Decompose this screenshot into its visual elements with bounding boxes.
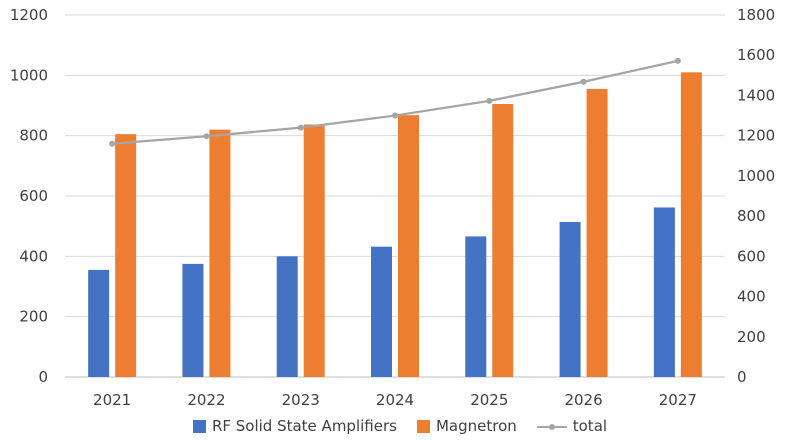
bar-rf-solid-state-amplifiers-2021 [88, 269, 110, 377]
bar-magnetron-2023 [303, 124, 325, 377]
legend-item-magnetron: Magnetron [416, 417, 517, 435]
y2-tick-label-0: 0 [737, 368, 747, 386]
bar-magnetron-2025 [492, 103, 514, 377]
y-tick-label-0: 0 [38, 368, 48, 386]
y2-tick-label-600: 600 [737, 247, 766, 265]
y2-tick-label-1200: 1200 [737, 127, 775, 145]
x-tick-label-2024: 2024 [376, 391, 414, 409]
bars [88, 72, 702, 378]
bar-rf-solid-state-amplifiers-2023 [276, 256, 298, 377]
legend-label-rf: RF Solid State Amplifiers [211, 417, 397, 435]
y-tick-label-400: 400 [19, 247, 48, 265]
point-total-2021 [109, 140, 116, 147]
legend: RF Solid State Amplifiers Magnetron tota… [0, 414, 800, 438]
y-axis-left: 0 200 400 600 800 1000 1200 [10, 6, 48, 386]
y-tick-label-800: 800 [19, 127, 48, 145]
y-tick-label-600: 600 [19, 187, 48, 205]
legend-swatch-rf [192, 419, 206, 433]
legend-label-magnetron: Magnetron [435, 417, 517, 435]
y-tick-label-1000: 1000 [10, 66, 48, 84]
bar-rf-solid-state-amplifiers-2024 [371, 246, 392, 377]
x-tick-label-2021: 2021 [93, 391, 131, 409]
y-tick-label-200: 200 [19, 308, 48, 326]
y2-tick-label-1800: 1800 [737, 6, 775, 24]
x-tick-label-2023: 2023 [282, 391, 320, 409]
point-total-2025 [486, 97, 493, 104]
point-total-2026 [580, 78, 587, 85]
bar-rf-solid-state-amplifiers-2027 [653, 207, 675, 377]
bar-magnetron-2027 [680, 72, 702, 378]
y2-tick-label-1600: 1600 [737, 46, 775, 64]
legend-swatch-magnetron [416, 419, 430, 433]
point-total-2022 [203, 133, 210, 140]
x-tick-label-2022: 2022 [187, 391, 225, 409]
point-total-2023 [297, 124, 304, 131]
y2-tick-label-1400: 1400 [737, 86, 775, 104]
point-total-2024 [392, 112, 398, 119]
bar-rf-solid-state-amplifiers-2026 [559, 221, 581, 377]
y-tick-label-1200: 1200 [10, 6, 48, 24]
bar-rf-solid-state-amplifiers-2025 [465, 236, 487, 377]
x-tick-label-2025: 2025 [470, 391, 508, 409]
point-total-2027 [674, 57, 681, 64]
total-line [109, 57, 681, 147]
x-axis: 2021 2022 2023 2024 2025 2026 2027 [93, 391, 697, 409]
y2-tick-label-1000: 1000 [737, 167, 775, 185]
bar-magnetron-2024 [398, 115, 419, 378]
x-tick-label-2026: 2026 [564, 391, 602, 409]
y-axis-right: 0 200 400 600 800 1000 1200 1400 1600 1800 [737, 6, 775, 386]
bar-magnetron-2022 [209, 129, 231, 377]
y2-tick-label-200: 200 [737, 328, 766, 346]
gridlines [65, 14, 725, 378]
bar-magnetron-2021 [115, 134, 137, 377]
legend-swatch-total [536, 420, 567, 433]
y2-tick-label-400: 400 [737, 288, 766, 306]
legend-label-total: total [572, 417, 608, 435]
y2-tick-label-800: 800 [737, 207, 766, 225]
x-tick-label-2027: 2027 [659, 391, 697, 409]
legend-item-total: total [536, 417, 608, 435]
bar-magnetron-2026 [586, 88, 608, 378]
legend-item-rf-solid-state: RF Solid State Amplifiers [192, 417, 397, 435]
bar-rf-solid-state-amplifiers-2022 [182, 263, 204, 377]
